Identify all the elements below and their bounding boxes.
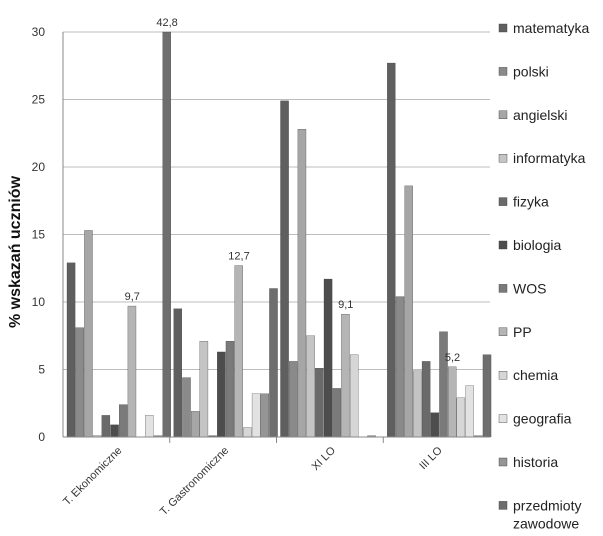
axes	[62, 32, 490, 443]
bars	[66, 31, 492, 438]
grid-lines	[63, 31, 490, 370]
y-axis-label: % wskazań uczniów	[7, 175, 24, 328]
y-tick-label: 30	[32, 25, 46, 39]
legend-label: WOS	[513, 280, 546, 296]
legend-label: PP	[513, 324, 532, 340]
bar-fizyka	[421, 361, 431, 438]
bar-angielski	[404, 185, 413, 438]
bar-biologia	[110, 424, 119, 438]
bar-geografia	[145, 415, 154, 438]
bar-WOS	[225, 340, 235, 438]
legend: matematyka polski angielski informatyka fizy…	[498, 20, 589, 531]
bar-przedmioty-zawodowe	[162, 31, 171, 438]
data-label: 5,2	[445, 352, 460, 364]
bar-WOS	[332, 388, 341, 438]
data-label: 9,1	[338, 299, 353, 311]
x-axis-categories: T. Ekonomiczne T. Gastronomiczne XI LO III …	[61, 444, 445, 518]
bar-chemia	[243, 427, 252, 438]
legend-label: polski	[513, 63, 549, 79]
bar-matematyka	[173, 308, 183, 438]
bar-fizyka	[315, 367, 324, 438]
legend-label: biologia	[513, 237, 561, 253]
bar-przedmioty-zawodowe	[269, 288, 278, 438]
bar-historia	[260, 393, 270, 438]
legend-swatch	[498, 371, 508, 380]
legend-swatch	[498, 67, 508, 76]
legend-swatch	[498, 327, 508, 336]
bar-biologia	[217, 351, 226, 438]
y-tick-label: 10	[32, 295, 46, 309]
bar-informatyka	[306, 335, 315, 438]
legend-label: angielski	[513, 107, 567, 123]
legend-swatch	[498, 457, 508, 467]
y-tick-label: 5	[38, 363, 45, 377]
bar-angielski	[297, 129, 307, 438]
bar-PP	[447, 366, 457, 438]
y-tick-label: 25	[32, 93, 46, 107]
legend-swatch	[498, 284, 508, 293]
bar-chemia	[456, 397, 466, 438]
y-tick-label: 15	[32, 228, 46, 242]
legend-swatch	[498, 414, 508, 423]
bar-informatyka	[413, 370, 422, 438]
bar-polski	[289, 361, 298, 438]
x-category-label: XI LO	[310, 444, 339, 473]
x-category-label: T. Ekonomiczne	[61, 445, 124, 508]
bar-chemia	[349, 354, 359, 438]
bar-informatyka	[199, 340, 209, 438]
x-category-label: III LO	[417, 444, 445, 472]
bar-polski	[395, 296, 405, 438]
bar-przedmioty-zawodowe	[482, 354, 492, 438]
bar-angielski	[84, 230, 93, 438]
bar-polski	[182, 377, 191, 438]
x-category-label: T. Gastronomiczne	[158, 445, 231, 518]
data-label: 42,8	[156, 17, 177, 29]
data-label: 12,7	[228, 251, 249, 263]
legend-label: geografia	[513, 411, 572, 427]
bar-biologia	[323, 278, 333, 438]
legend-swatch	[498, 110, 508, 120]
bar-matematyka	[66, 262, 76, 438]
bar-polski	[75, 327, 84, 438]
legend-label: chemia	[513, 367, 558, 383]
legend-swatch	[498, 240, 508, 250]
bar-WOS	[119, 404, 128, 438]
legend-label: historia	[513, 454, 558, 470]
bar-matematyka	[387, 62, 396, 438]
y-tick-label: 0	[38, 430, 45, 444]
legend-swatch	[498, 501, 508, 510]
legend-label: matematyka	[513, 20, 589, 36]
legend-swatch	[498, 153, 508, 163]
y-axis-ticks: 0 5 10 15 20 25 30	[32, 25, 46, 444]
bar-fizyka	[101, 415, 111, 438]
bar-biologia	[430, 412, 440, 438]
bar-matematyka	[280, 100, 289, 438]
bar-PP	[234, 265, 243, 438]
bar-geografia	[465, 385, 474, 438]
data-label: 9,7	[125, 291, 140, 303]
legend-swatch	[498, 23, 508, 33]
bar-angielski	[190, 411, 200, 438]
legend-label: fizyka	[513, 194, 549, 210]
legend-label: przedmioty zawodowe	[513, 497, 581, 531]
y-tick-label: 20	[32, 160, 46, 174]
legend-swatch	[498, 197, 508, 206]
bar-geografia	[251, 393, 261, 438]
bar-PP	[127, 305, 137, 438]
data-labels: 9,7 42,8 12,7 9,1 5,2	[125, 17, 461, 364]
bar-PP	[341, 313, 350, 438]
bar-WOS	[439, 331, 448, 438]
legend-label: informatyka	[513, 150, 586, 166]
